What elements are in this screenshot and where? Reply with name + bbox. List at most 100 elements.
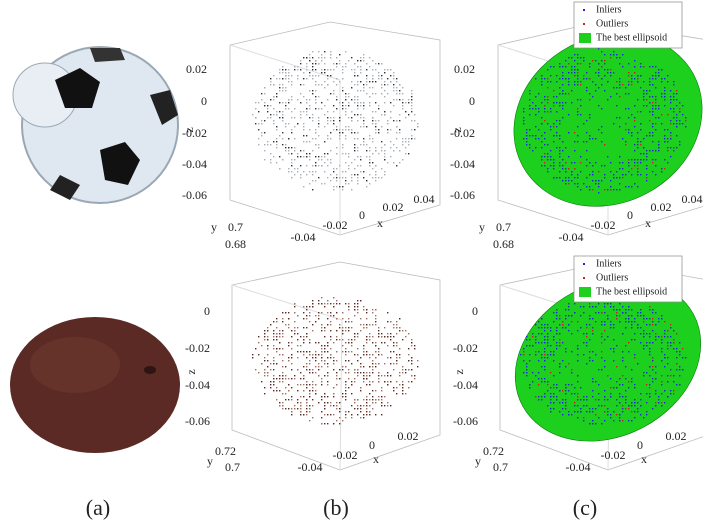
point (565, 348, 566, 349)
point (339, 54, 340, 55)
point (294, 138, 295, 139)
point (330, 54, 331, 55)
point (637, 165, 638, 166)
point (637, 186, 638, 187)
point (399, 93, 400, 94)
point (538, 108, 539, 109)
point (619, 168, 620, 169)
point (318, 123, 319, 124)
point (601, 369, 602, 370)
point (541, 327, 542, 328)
point (592, 390, 593, 391)
point (583, 78, 584, 79)
point (553, 393, 554, 394)
point (303, 150, 304, 151)
point (261, 381, 262, 382)
point (345, 183, 346, 184)
point (526, 339, 527, 340)
point (387, 312, 388, 313)
point (258, 144, 259, 145)
point (354, 339, 355, 340)
point (589, 423, 590, 424)
point (324, 72, 325, 73)
point (312, 90, 313, 91)
point (396, 93, 397, 94)
point (538, 111, 539, 112)
point (372, 396, 373, 397)
point (649, 348, 650, 349)
point (312, 150, 313, 151)
point (375, 93, 376, 94)
point (312, 354, 313, 355)
point (315, 171, 316, 172)
point (604, 405, 605, 406)
point (568, 177, 569, 178)
point (342, 177, 343, 178)
point (381, 177, 382, 178)
point (264, 93, 265, 94)
point (556, 327, 557, 328)
point (300, 150, 301, 151)
point (628, 159, 629, 160)
point (583, 399, 584, 400)
x-tick-label: 0.02 (666, 429, 687, 443)
point (550, 408, 551, 409)
point (622, 360, 623, 361)
point (402, 159, 403, 160)
point (324, 141, 325, 142)
point (318, 159, 319, 160)
point (610, 417, 611, 418)
point (646, 177, 647, 178)
point (595, 399, 596, 400)
point (628, 381, 629, 382)
point (384, 174, 385, 175)
point (616, 399, 617, 400)
point (556, 396, 557, 397)
point (345, 93, 346, 94)
point (297, 369, 298, 370)
point (345, 66, 346, 67)
point (381, 390, 382, 391)
point (318, 315, 319, 316)
point (294, 306, 295, 307)
x-tick-label: 0 (359, 208, 365, 222)
point (363, 117, 364, 118)
point (598, 417, 599, 418)
point (553, 90, 554, 91)
point (655, 117, 656, 118)
point (303, 366, 304, 367)
point (345, 108, 346, 109)
point (309, 75, 310, 76)
point (580, 399, 581, 400)
point (535, 114, 536, 115)
point (550, 129, 551, 130)
point (282, 159, 283, 160)
point (366, 126, 367, 127)
point (619, 162, 620, 163)
point (547, 99, 548, 100)
point (354, 138, 355, 139)
point (628, 81, 629, 82)
point (649, 309, 650, 310)
point (565, 93, 566, 94)
point (360, 366, 361, 367)
point (354, 84, 355, 85)
point (318, 126, 319, 127)
point (351, 111, 352, 112)
point (399, 375, 400, 376)
point (592, 81, 593, 82)
point (619, 57, 620, 58)
point (613, 327, 614, 328)
point (544, 156, 545, 157)
point (634, 357, 635, 358)
point (577, 63, 578, 64)
point (273, 120, 274, 121)
point (613, 174, 614, 175)
point (625, 123, 626, 124)
point (402, 372, 403, 373)
point (646, 168, 647, 169)
point (652, 132, 653, 133)
point (327, 177, 328, 178)
point (562, 66, 563, 67)
point (372, 336, 373, 337)
